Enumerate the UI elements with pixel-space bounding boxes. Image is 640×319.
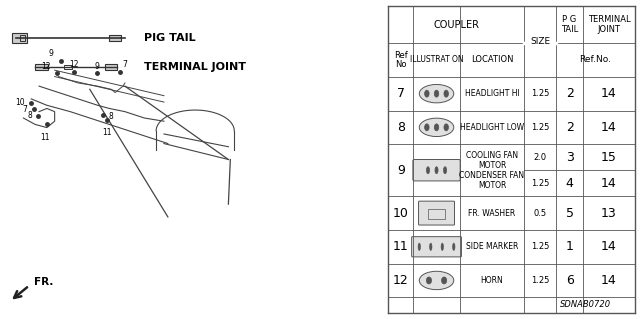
Text: 7: 7: [22, 105, 28, 114]
Text: SDNAB0720: SDNAB0720: [560, 300, 611, 309]
Ellipse shape: [424, 90, 429, 97]
Text: TERMINAL
JOINT: TERMINAL JOINT: [588, 15, 630, 34]
Bar: [19, 35, 26, 41]
Text: 9: 9: [94, 62, 99, 71]
FancyBboxPatch shape: [412, 237, 461, 257]
Ellipse shape: [435, 167, 438, 174]
Text: 1: 1: [566, 240, 573, 253]
Text: 7: 7: [122, 60, 127, 69]
Text: 5: 5: [566, 207, 573, 219]
Ellipse shape: [452, 243, 455, 250]
Text: HEADLIGHT HI: HEADLIGHT HI: [465, 89, 519, 98]
Ellipse shape: [444, 124, 449, 131]
Text: SIDE MARKER: SIDE MARKER: [466, 242, 518, 251]
Bar: [12, 33, 28, 43]
Text: 11: 11: [40, 133, 50, 142]
Text: 9: 9: [397, 164, 404, 177]
Ellipse shape: [426, 167, 429, 174]
Text: 6: 6: [566, 274, 573, 287]
Text: 3: 3: [566, 151, 573, 164]
Text: 12: 12: [41, 62, 51, 71]
Bar: [428, 209, 445, 219]
Text: 0.5: 0.5: [534, 209, 547, 218]
Text: 9: 9: [48, 49, 53, 58]
Text: 1.25: 1.25: [531, 276, 549, 285]
Text: FR. WASHER: FR. WASHER: [468, 209, 516, 218]
Text: 11: 11: [102, 128, 112, 137]
Text: 2: 2: [566, 121, 573, 134]
Text: 12: 12: [69, 60, 79, 69]
Text: 14: 14: [601, 87, 617, 100]
Ellipse shape: [442, 277, 447, 284]
Text: 11: 11: [393, 240, 409, 253]
Bar: [109, 35, 121, 41]
Text: 15: 15: [601, 151, 617, 164]
Text: FR.: FR.: [35, 277, 54, 287]
Bar: [104, 64, 117, 70]
FancyBboxPatch shape: [413, 160, 460, 181]
Text: 14: 14: [601, 274, 617, 287]
Ellipse shape: [426, 277, 431, 284]
Text: 1.25: 1.25: [531, 89, 549, 98]
Text: 2: 2: [566, 87, 573, 100]
Text: 8: 8: [109, 112, 114, 121]
Text: 1.25: 1.25: [531, 123, 549, 132]
Text: Ref
No: Ref No: [394, 51, 408, 69]
Text: 10: 10: [393, 207, 409, 219]
Text: 2.0: 2.0: [534, 153, 547, 162]
Text: COOLING FAN
MOTOR
CONDENSER FAN
MOTOR: COOLING FAN MOTOR CONDENSER FAN MOTOR: [460, 151, 525, 190]
Ellipse shape: [418, 243, 420, 250]
Text: 1.25: 1.25: [531, 179, 549, 188]
FancyBboxPatch shape: [419, 201, 454, 225]
Text: 13: 13: [601, 207, 617, 219]
Text: LOCATION: LOCATION: [470, 56, 513, 64]
Ellipse shape: [444, 90, 449, 97]
Bar: [65, 65, 72, 69]
Text: SIZE: SIZE: [530, 37, 550, 46]
Text: 7: 7: [397, 87, 405, 100]
Ellipse shape: [429, 243, 432, 250]
Text: P G
TAIL: P G TAIL: [561, 15, 578, 34]
Ellipse shape: [419, 85, 454, 103]
Text: 8: 8: [28, 111, 32, 120]
Text: 14: 14: [601, 177, 617, 190]
Text: COUPLER: COUPLER: [433, 20, 479, 30]
Ellipse shape: [435, 124, 439, 131]
Ellipse shape: [435, 90, 439, 97]
Text: 8: 8: [397, 121, 405, 134]
Ellipse shape: [419, 118, 454, 137]
Ellipse shape: [444, 167, 447, 174]
Text: HEADLIGHT LOW: HEADLIGHT LOW: [460, 123, 524, 132]
Text: 12: 12: [393, 274, 409, 287]
Text: 14: 14: [601, 121, 617, 134]
Ellipse shape: [424, 124, 429, 131]
Ellipse shape: [441, 243, 444, 250]
Ellipse shape: [419, 271, 454, 290]
Bar: [35, 64, 47, 70]
Text: 1.25: 1.25: [531, 242, 549, 251]
Text: 14: 14: [601, 240, 617, 253]
Text: 10: 10: [15, 98, 24, 107]
Text: 4: 4: [566, 177, 573, 190]
Text: ILLUSTRAT ON: ILLUSTRAT ON: [410, 56, 463, 64]
Text: TERMINAL JOINT: TERMINAL JOINT: [145, 62, 246, 72]
Text: HORN: HORN: [481, 276, 503, 285]
Text: PIG TAIL: PIG TAIL: [145, 33, 196, 43]
Text: Ref.No.: Ref.No.: [579, 56, 611, 64]
